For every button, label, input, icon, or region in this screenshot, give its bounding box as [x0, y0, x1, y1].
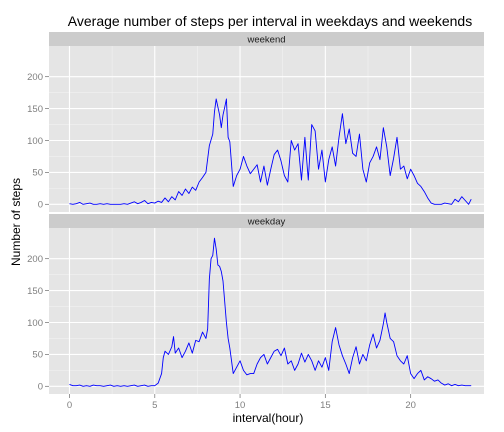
- x-tick-label: 20: [405, 400, 416, 411]
- y-tick-label: 150: [27, 104, 43, 115]
- y-tick-label: 0: [38, 382, 43, 393]
- facet-strip-label: weekend: [246, 35, 285, 46]
- x-tick-label: 0: [67, 400, 72, 411]
- x-axis-title: interval(hour): [233, 411, 304, 425]
- facet-strip-label: weekday: [247, 217, 286, 228]
- y-tick-label: 50: [32, 168, 43, 179]
- y-tick-label: 200: [27, 254, 43, 265]
- series-line-weekday: [69, 237, 472, 387]
- chart-title: Average number of steps per interval in …: [68, 13, 472, 29]
- panel-background: [49, 228, 484, 394]
- y-tick-label: 200: [27, 72, 43, 83]
- y-axis-title: Number of steps: [9, 178, 23, 266]
- panel-background: [49, 46, 484, 212]
- facet-panel-weekend: weekend 0 50 100 150 200: [27, 32, 484, 212]
- y-tick-label: 100: [27, 136, 43, 147]
- series-line-weekend: [69, 98, 472, 205]
- x-tick-label: 5: [152, 400, 157, 411]
- y-tick-label: 150: [27, 286, 43, 297]
- x-tick-label: 10: [235, 400, 246, 411]
- facet-strip: [49, 32, 484, 46]
- facet-strip: [49, 214, 484, 228]
- y-tick-label: 50: [32, 350, 43, 361]
- y-tick-label: 100: [27, 318, 43, 329]
- facet-panel-weekday: weekday 0 50 100 150 200 0 5 10 15 20: [27, 214, 484, 411]
- y-tick-label: 0: [38, 200, 43, 211]
- x-tick-label: 15: [320, 400, 331, 411]
- facet-panels: weekend 0 50 100 150 200 weekday 0 50 100 150 200 0 5…: [27, 32, 484, 411]
